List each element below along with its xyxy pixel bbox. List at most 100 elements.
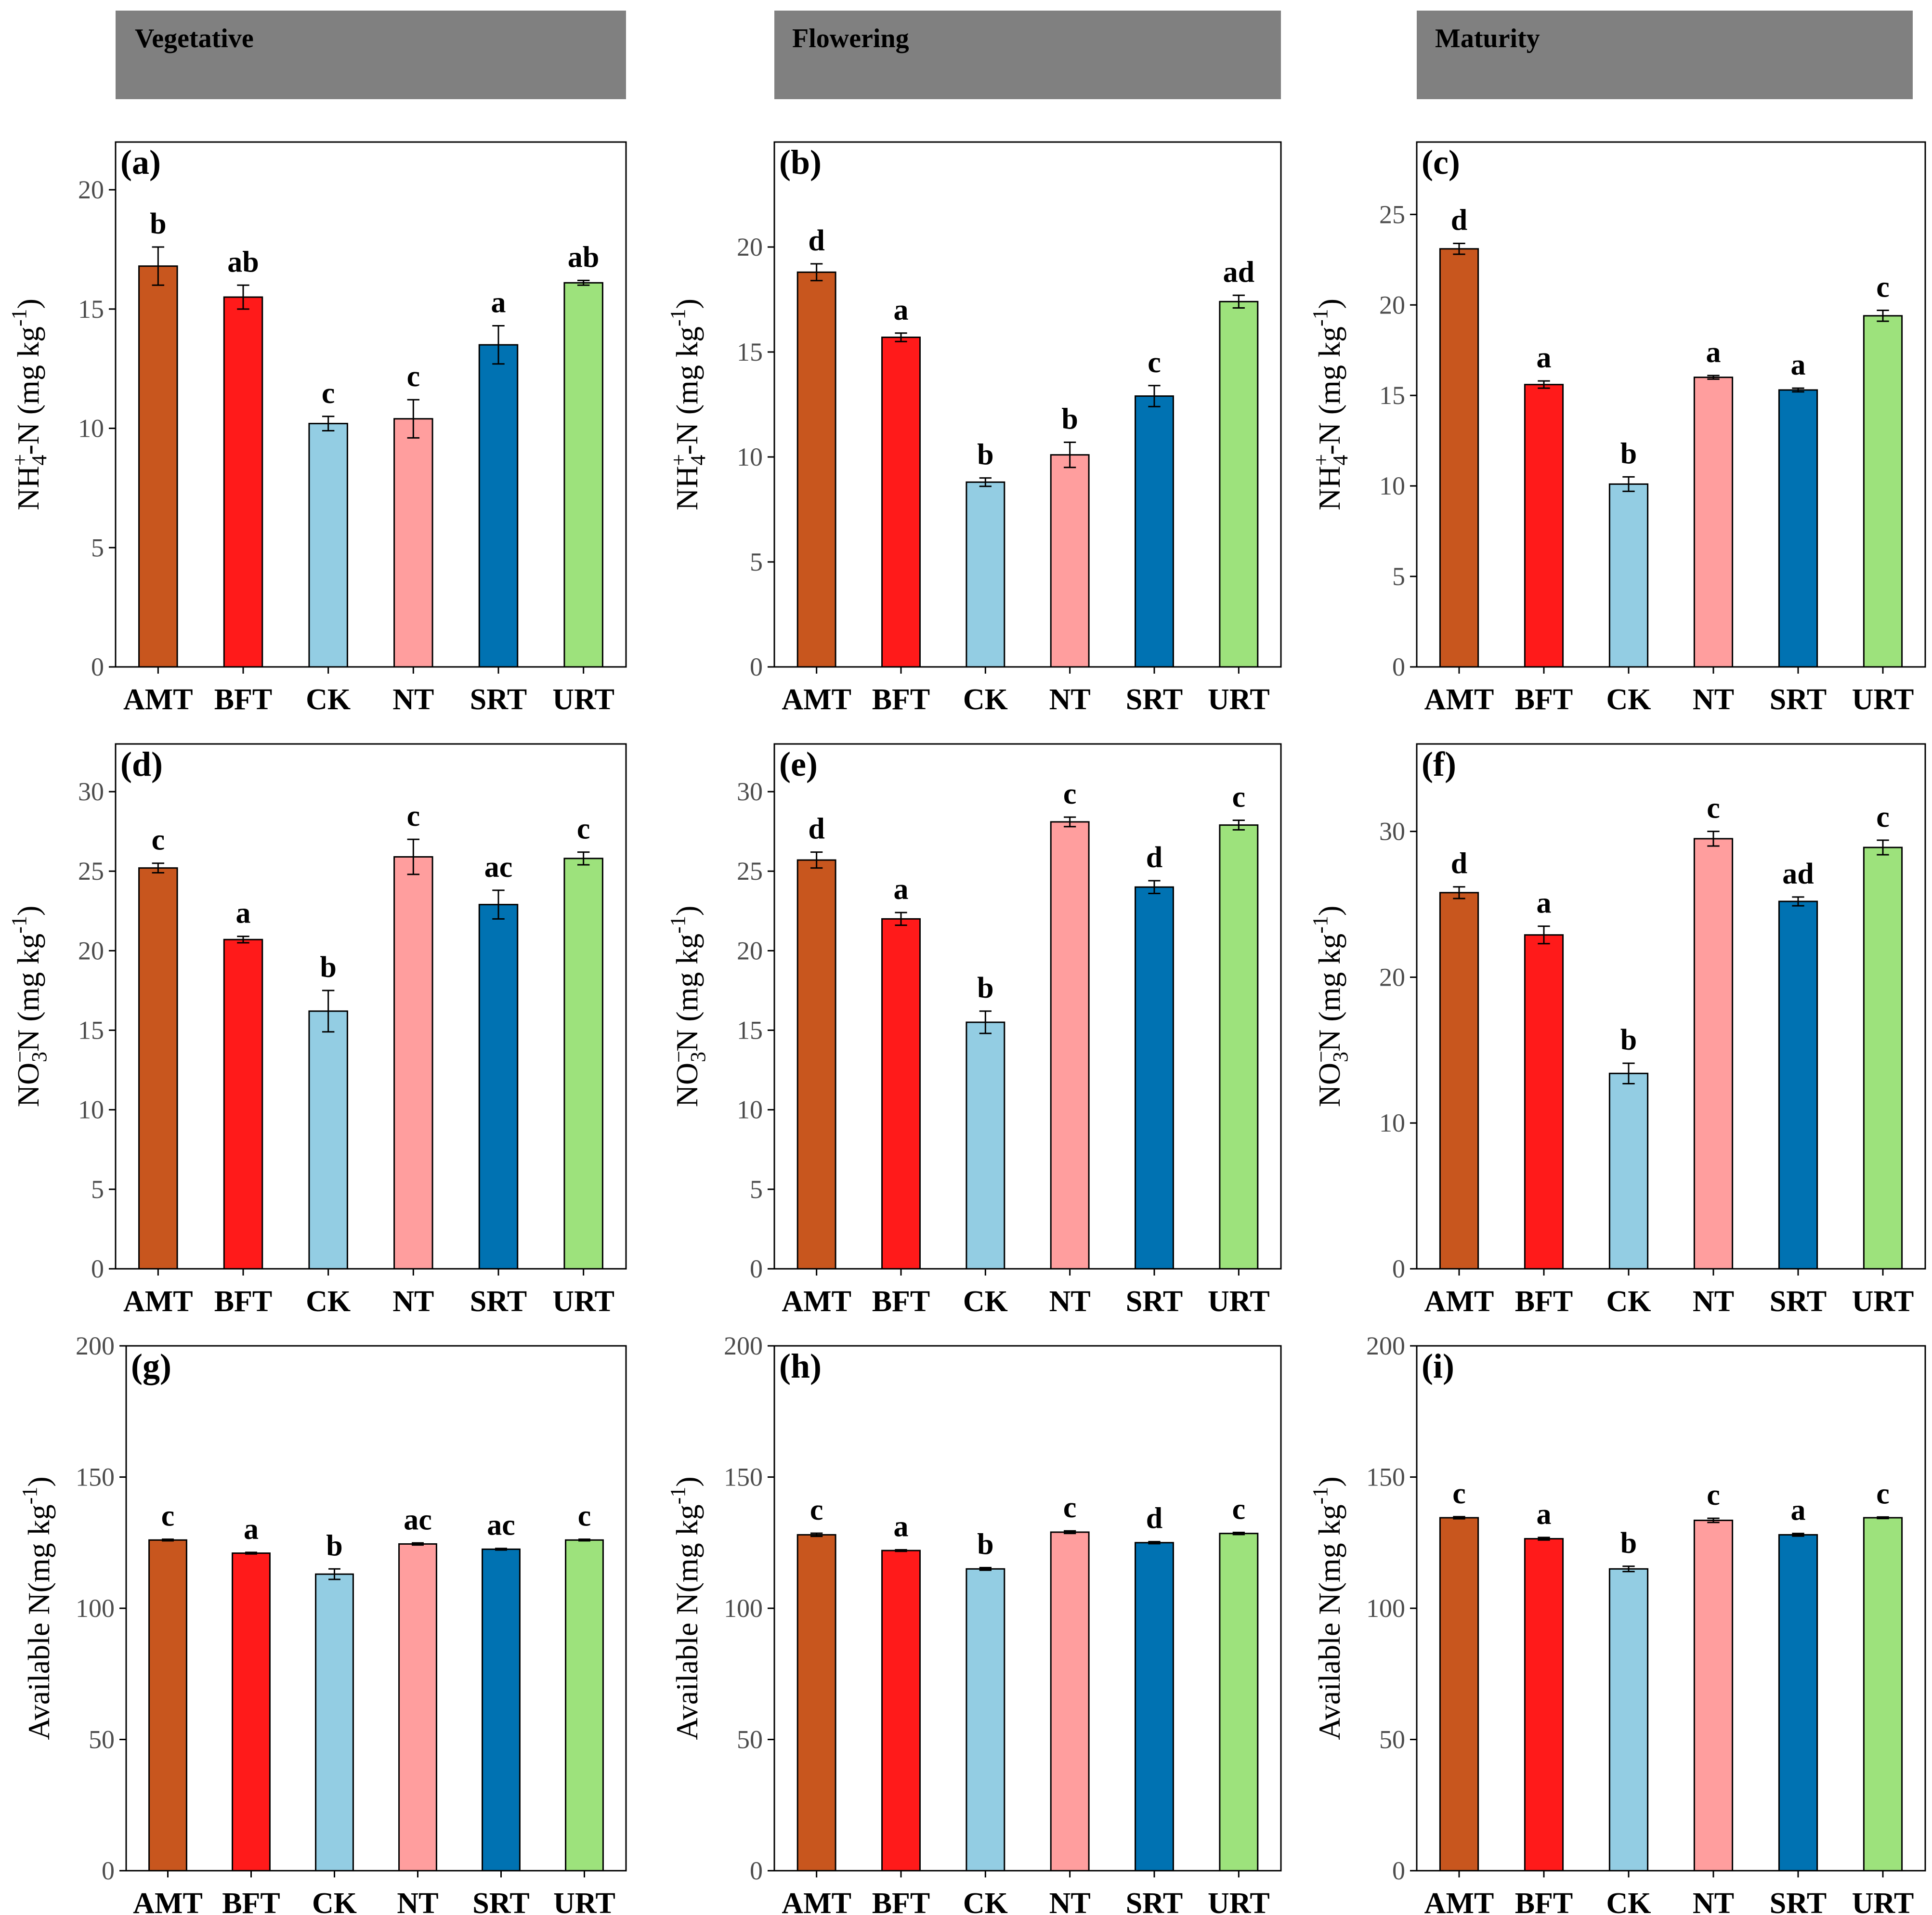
- y-axis-label-unit-superscript: -1: [7, 309, 31, 326]
- y-tick-label: 30: [78, 777, 104, 806]
- x-tick-label: URT: [553, 1887, 615, 1915]
- panel-letter: (d): [120, 745, 163, 783]
- bar-srt: [1135, 1542, 1174, 1872]
- bar-ck: [315, 1573, 354, 1872]
- bar-urt: [1863, 847, 1903, 1270]
- significance-letter: b: [977, 1528, 993, 1561]
- x-tick-label: CK: [312, 1887, 357, 1915]
- stage-header-maturity: Maturity: [1417, 11, 1913, 99]
- bar-urt: [1863, 1517, 1903, 1872]
- y-axis-label: NH+4-N (mg kg-1): [7, 299, 51, 510]
- x-tick-label: NT: [1049, 1285, 1091, 1318]
- panel-letter: (b): [779, 143, 822, 182]
- bar-bft: [1524, 384, 1564, 668]
- x-tick-label: SRT: [1770, 1285, 1827, 1318]
- x-tick-label: NT: [1049, 1887, 1091, 1915]
- significance-letter: c: [1063, 778, 1077, 810]
- significance-letter: b: [1620, 1527, 1637, 1560]
- y-tick-label: 150: [724, 1463, 763, 1492]
- significance-letter: ab: [227, 246, 259, 278]
- bar-bft: [232, 1552, 271, 1872]
- x-tick-label: SRT: [1126, 683, 1183, 716]
- x-tick-label: NT: [1693, 1887, 1734, 1915]
- significance-letter: c: [1063, 1491, 1077, 1524]
- bar-srt: [482, 1548, 521, 1872]
- panel-letter: (e): [779, 745, 818, 783]
- x-tick-label: URT: [1852, 1285, 1914, 1318]
- bar-bft: [881, 336, 921, 668]
- significance-letter: ad: [1782, 858, 1814, 890]
- y-axis-label-unit-superscript: -1: [666, 309, 690, 326]
- y-axis-label-close: ): [22, 1476, 56, 1486]
- y-axis-label-close: ): [670, 1476, 704, 1486]
- bar-ck: [966, 1021, 1005, 1270]
- y-tick-label: 20: [737, 233, 763, 261]
- y-tick-label: 10: [1379, 1108, 1405, 1137]
- y-tick-label: 20: [1379, 290, 1405, 319]
- y-tick-label: 25: [737, 857, 763, 886]
- y-axis-label-main: NO: [670, 1063, 704, 1107]
- y-tick-label: 0: [91, 652, 104, 681]
- y-tick-label: 20: [1379, 963, 1405, 991]
- chart-panel-h: c AMT a BFT b CK c NT d SRT c URT 0 50 100 150 200 (h) Ava…: [666, 1331, 1282, 1915]
- y-tick-label: 0: [750, 652, 763, 681]
- y-axis-label-tail: N (mg kg: [1312, 934, 1346, 1052]
- bar-amt: [796, 271, 836, 668]
- y-axis-label-subscript: 3: [686, 1052, 710, 1062]
- x-tick-label: SRT: [1126, 1887, 1183, 1915]
- chart-panel-a: bAMTabBFTcCKcNTaSRTabURT05101520(a)NH+4-…: [7, 141, 627, 716]
- chart-panel-f: d AMT a BFT b CK c NT ad SRT c URT 0 10 20 30 (f) NO−3N (…: [1308, 743, 1926, 1318]
- bar-nt: [398, 1543, 437, 1872]
- panel-letter: (g): [131, 1347, 171, 1385]
- bar-urt: [563, 282, 603, 668]
- significance-letter: ac: [484, 851, 513, 884]
- bar-ck: [966, 1568, 1005, 1872]
- bar-urt: [565, 1539, 604, 1872]
- x-tick-label: AMT: [782, 683, 851, 716]
- x-tick-label: BFT: [214, 683, 273, 716]
- x-tick-label: CK: [306, 1285, 351, 1318]
- x-tick-label: NT: [1693, 683, 1734, 716]
- bar-srt: [478, 344, 519, 668]
- bar-srt: [1778, 1534, 1818, 1872]
- x-tick-label: URT: [552, 683, 614, 716]
- y-tick-label: 10: [737, 1095, 763, 1124]
- y-axis-label: Available N(mg kg-1): [666, 1476, 704, 1740]
- bar-ck: [308, 423, 348, 668]
- x-tick-label: SRT: [470, 683, 527, 716]
- plot-frame: [125, 1345, 627, 1872]
- x-tick-label: AMT: [123, 1285, 193, 1318]
- y-tick-label: 200: [76, 1331, 115, 1360]
- y-axis-label-main: Available N(mg kg: [22, 1504, 56, 1740]
- significance-letter: c: [578, 1500, 591, 1533]
- x-tick-label: URT: [1852, 1887, 1914, 1915]
- significance-letter: a: [491, 287, 506, 319]
- x-tick-label: SRT: [1126, 1285, 1183, 1318]
- bar-nt: [1693, 838, 1734, 1270]
- significance-letter: ab: [568, 241, 599, 274]
- y-axis-label-main: NO: [1312, 1063, 1346, 1107]
- x-tick-label: AMT: [1424, 1887, 1494, 1915]
- panel-letter: (f): [1422, 745, 1456, 783]
- y-tick-label: 15: [1379, 381, 1405, 410]
- x-tick-label: SRT: [1770, 683, 1827, 716]
- chart-panel-c: dAMTaBFTbCKaNTaSRTcURT0510152025(c)NH+4-…: [1308, 141, 1926, 716]
- bar-urt: [1863, 315, 1903, 668]
- significance-letter: c: [1707, 792, 1720, 825]
- x-tick-label: SRT: [470, 1285, 527, 1318]
- panel-letter: (h): [779, 1347, 822, 1385]
- y-tick-label: 50: [1379, 1725, 1405, 1754]
- significance-letter: d: [808, 813, 824, 846]
- chart-panel-e: d AMT a BFT b CK c NT d SRT c URT 0 5 10 15 20 25 30 (e) NO−…: [666, 743, 1282, 1318]
- y-axis-label-subscript: 4: [686, 455, 710, 466]
- significance-letter: c: [1232, 1493, 1246, 1525]
- significance-letter: a: [244, 1513, 259, 1546]
- x-tick-label: CK: [1606, 1285, 1651, 1318]
- plot-frame: [1416, 743, 1926, 1270]
- y-axis-label-main: NH: [670, 466, 704, 510]
- significance-letter: c: [407, 800, 420, 833]
- chart-panel-i: c AMT a BFT b CK c NT a SRT c URT 0 50 100 150 200 (i) Ava…: [1308, 1331, 1926, 1915]
- y-axis-label: NO−3N (mg kg-1): [7, 906, 51, 1107]
